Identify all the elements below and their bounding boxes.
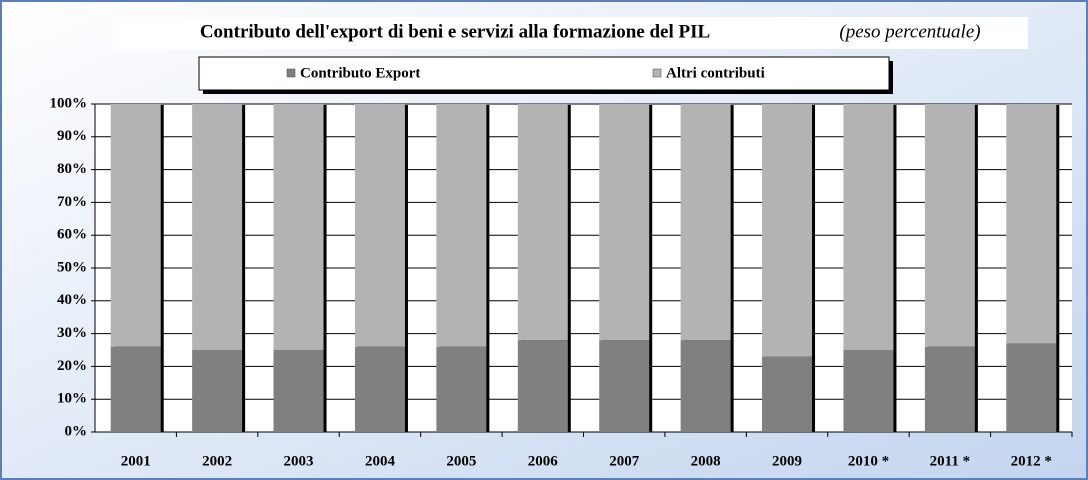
bar-segment — [517, 104, 568, 341]
bar-segment — [517, 340, 568, 432]
y-tick-label: 100% — [50, 95, 88, 111]
x-tick-label: 2007 — [609, 453, 640, 469]
legend-box — [198, 56, 890, 91]
bar-segment — [354, 346, 405, 432]
bar-segment — [924, 346, 975, 432]
bar-segment — [436, 104, 487, 347]
bar-segment — [354, 104, 405, 347]
bar-segment — [843, 104, 894, 350]
bar-segment — [680, 340, 731, 432]
bar-segment — [192, 350, 243, 432]
y-tick-label: 20% — [57, 358, 87, 374]
bar-segment — [273, 350, 324, 432]
x-tick-label: 2008 — [691, 453, 721, 469]
y-tick-label: 70% — [57, 194, 87, 210]
bar-segment — [680, 104, 731, 341]
bar-segment — [599, 340, 650, 432]
y-tick-label: 10% — [57, 391, 87, 407]
x-tick-label: 2011 * — [930, 453, 970, 469]
chart-title: Contributo dell'export di beni e servizi… — [200, 21, 710, 42]
y-tick-label: 90% — [57, 128, 87, 144]
x-tick-label: 2006 — [528, 453, 559, 469]
bar-segment — [762, 104, 813, 357]
y-tick-label: 60% — [57, 227, 87, 243]
y-tick-label: 80% — [57, 161, 87, 177]
y-tick-label: 30% — [57, 325, 87, 341]
chart-subtitle: (peso percentuale) — [839, 21, 980, 42]
y-tick-label: 50% — [57, 259, 87, 275]
bar-segment — [843, 350, 894, 432]
x-tick-label: 2003 — [284, 453, 314, 469]
x-tick-label: 2005 — [446, 453, 476, 469]
x-tick-label: 2012 * — [1011, 453, 1052, 469]
bar-segment — [1006, 104, 1057, 344]
bar-segment — [273, 104, 324, 350]
title-box — [113, 17, 1028, 49]
y-tick-label: 40% — [57, 292, 87, 308]
bar-segment — [436, 346, 487, 432]
legend-label: Contributo Export — [300, 65, 420, 81]
x-tick-label: 2001 — [121, 453, 151, 469]
x-tick-label: 2009 — [772, 453, 802, 469]
bar-segment — [192, 104, 243, 350]
x-tick-label: 2010 * — [848, 453, 889, 469]
legend-swatch — [286, 68, 296, 78]
legend-swatch — [652, 68, 662, 78]
bar-segment — [110, 346, 161, 432]
y-tick-label: 0% — [65, 423, 88, 439]
bar-segment — [762, 356, 813, 432]
bar-segment — [599, 104, 650, 341]
x-tick-label: 2004 — [365, 453, 396, 469]
bar-segment — [110, 104, 161, 347]
bar-segment — [1006, 343, 1057, 432]
x-tick-label: 2002 — [202, 453, 232, 469]
bar-segment — [924, 104, 975, 347]
legend-label: Altri contributi — [666, 65, 765, 81]
